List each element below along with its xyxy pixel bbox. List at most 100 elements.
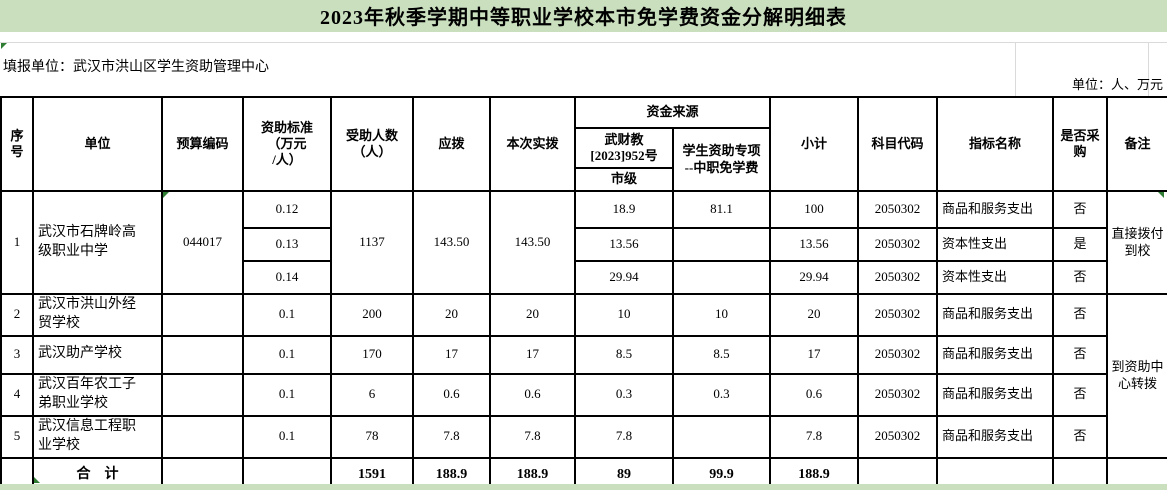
col-header-unit[interactable]: 单位 [32, 96, 163, 192]
cell-subtotal[interactable]: 17 [769, 334, 860, 375]
cell-procurement[interactable]: 否 [1052, 414, 1109, 459]
cell-remark[interactable]: 到资助中心转拨 [1106, 293, 1167, 459]
col-header-funding-source[interactable]: 资金来源 [573, 96, 772, 129]
cell-aid-standard[interactable]: 0.14 [242, 260, 332, 295]
cell-subject-code[interactable]: 2050302 [857, 227, 939, 262]
cell-payable[interactable]: 7.8 [412, 414, 491, 459]
cell-indicator[interactable]: 商品和服务支出 [936, 414, 1055, 459]
cell-serial[interactable]: 3 [0, 334, 34, 375]
cell-aid-standard[interactable]: 0.1 [242, 334, 332, 375]
cell-subtotal[interactable]: 20 [769, 293, 860, 337]
cell-beneficiaries[interactable]: 170 [330, 334, 414, 375]
cell-payable[interactable]: 20 [412, 293, 491, 337]
cell-subject-code[interactable]: 2050302 [857, 190, 939, 229]
col-header-payable[interactable]: 应拨 [412, 96, 491, 192]
cell-aid-standard[interactable]: 0.13 [242, 227, 332, 262]
cell-budget-code[interactable] [161, 414, 244, 459]
cell-subject-code[interactable]: 2050302 [857, 414, 939, 459]
cell-aid-standard[interactable]: 0.12 [242, 190, 332, 229]
cell-actual[interactable]: 143.50 [489, 190, 576, 295]
cell-school-name[interactable]: 武汉市洪山外经贸学校 [32, 293, 163, 337]
cell-special-fund[interactable]: 0.3 [671, 372, 772, 417]
cell-indicator[interactable]: 商品和服务支出 [936, 334, 1055, 375]
cell-aid-standard[interactable]: 0.1 [242, 293, 332, 337]
unit-note-label[interactable]: 单位：人、万元 [1071, 77, 1163, 92]
col-header-serial[interactable]: 序 号 [0, 96, 34, 192]
cell-procurement[interactable]: 否 [1052, 260, 1109, 295]
cell-beneficiaries[interactable]: 78 [330, 414, 414, 459]
cell-payable[interactable]: 143.50 [412, 190, 491, 295]
cell-special-fund[interactable]: 81.1 [671, 190, 772, 229]
cell-budget-code[interactable] [161, 293, 244, 337]
cell-municipal[interactable]: 10 [574, 293, 674, 337]
cell-actual[interactable]: 17 [489, 334, 576, 375]
cell-subtotal[interactable]: 0.6 [769, 372, 860, 417]
cell-subtotal[interactable]: 13.56 [769, 227, 860, 262]
cell-subject-code[interactable]: 2050302 [857, 260, 939, 295]
cell-indicator[interactable]: 商品和服务支出 [936, 293, 1055, 337]
cell-school-name[interactable]: 武汉百年农工子弟职业学校 [32, 372, 163, 417]
cell-payable[interactable]: 0.6 [412, 372, 491, 417]
cell-aid-standard[interactable]: 0.1 [242, 372, 332, 417]
title-cell[interactable]: 2023年秋季学期中等职业学校本市免学费资金分解明细表 [0, 0, 1167, 32]
col-header-procurement[interactable]: 是否采 购 [1052, 96, 1109, 192]
cell-special-fund[interactable]: 10 [671, 293, 772, 337]
col-header-aid-standard[interactable]: 资助标准 （万元 /人） [242, 96, 332, 192]
cell-school-name[interactable]: 武汉信息工程职业学校 [32, 414, 163, 459]
cell-procurement[interactable]: 否 [1052, 334, 1109, 375]
col-header-student-aid-special[interactable]: 学生资助专项 --中职免学费 [671, 127, 772, 192]
col-header-subject-code[interactable]: 科目代码 [857, 96, 939, 192]
cell-subtotal[interactable]: 7.8 [769, 414, 860, 459]
cell-serial[interactable]: 1 [0, 190, 34, 295]
cell-municipal[interactable]: 18.9 [574, 190, 674, 229]
cell-budget-code[interactable]: 044017 [161, 190, 244, 295]
cell-municipal[interactable]: 13.56 [574, 227, 674, 262]
cell-beneficiaries[interactable]: 1137 [330, 190, 414, 295]
cell-indicator[interactable]: 资本性支出 [936, 227, 1055, 262]
col-header-wucaijiao-doc[interactable]: 武财教 [2023]952号 [574, 127, 674, 169]
cell-actual[interactable]: 20 [489, 293, 576, 337]
cell-procurement[interactable]: 是 [1052, 227, 1109, 262]
cell-subject-code[interactable]: 2050302 [857, 334, 939, 375]
cell-indicator[interactable]: 资本性支出 [936, 260, 1055, 295]
cell-procurement[interactable]: 否 [1052, 293, 1109, 337]
col-header-subtotal[interactable]: 小计 [769, 96, 860, 192]
col-header-indicator-name[interactable]: 指标名称 [936, 96, 1055, 192]
cell-beneficiaries[interactable]: 6 [330, 372, 414, 417]
cell-municipal[interactable]: 7.8 [574, 414, 674, 459]
cell-special-fund[interactable] [671, 227, 772, 262]
cell-municipal[interactable]: 0.3 [574, 372, 674, 417]
cell-indicator[interactable]: 商品和服务支出 [936, 190, 1055, 229]
cell-special-fund[interactable]: 8.5 [671, 334, 772, 375]
cell-serial[interactable]: 4 [0, 372, 34, 417]
col-header-actual-allocation[interactable]: 本次实拨 [489, 96, 576, 192]
cell-subject-code[interactable]: 2050302 [857, 372, 939, 417]
cell-actual[interactable]: 0.6 [489, 372, 576, 417]
cell-indicator[interactable]: 商品和服务支出 [936, 372, 1055, 417]
cell-serial[interactable]: 2 [0, 293, 34, 337]
cell-procurement[interactable]: 否 [1052, 372, 1109, 417]
cell-special-fund[interactable] [671, 414, 772, 459]
cell-budget-code[interactable] [161, 372, 244, 417]
cell-remark[interactable]: 直接拨付到校 [1106, 190, 1167, 295]
cell-subtotal[interactable]: 100 [769, 190, 860, 229]
cell-aid-standard[interactable]: 0.1 [242, 414, 332, 459]
cell-procurement[interactable]: 否 [1052, 190, 1109, 229]
col-header-municipal[interactable]: 市级 [574, 167, 674, 192]
cell-municipal[interactable]: 29.94 [574, 260, 674, 295]
cell-payable[interactable]: 17 [412, 334, 491, 375]
cell-beneficiaries[interactable]: 200 [330, 293, 414, 337]
cell-subtotal[interactable]: 29.94 [769, 260, 860, 295]
cell-municipal[interactable]: 8.5 [574, 334, 674, 375]
col-header-remarks[interactable]: 备注 [1106, 96, 1167, 192]
cell-school-name[interactable]: 武汉助产学校 [32, 334, 163, 375]
cell-school-name[interactable]: 武汉市石牌岭高级职业中学 [32, 190, 163, 295]
col-header-budget-code[interactable]: 预算编码 [161, 96, 244, 192]
reporting-unit-label[interactable]: 填报单位：武汉市洪山区学生资助管理中心 [3, 60, 269, 75]
cell-special-fund[interactable] [671, 260, 772, 295]
cell-actual[interactable]: 7.8 [489, 414, 576, 459]
cell-subject-code[interactable]: 2050302 [857, 293, 939, 337]
cell-serial[interactable]: 5 [0, 414, 34, 459]
cell-budget-code[interactable] [161, 334, 244, 375]
col-header-beneficiaries[interactable]: 受助人数 （人） [330, 96, 414, 192]
